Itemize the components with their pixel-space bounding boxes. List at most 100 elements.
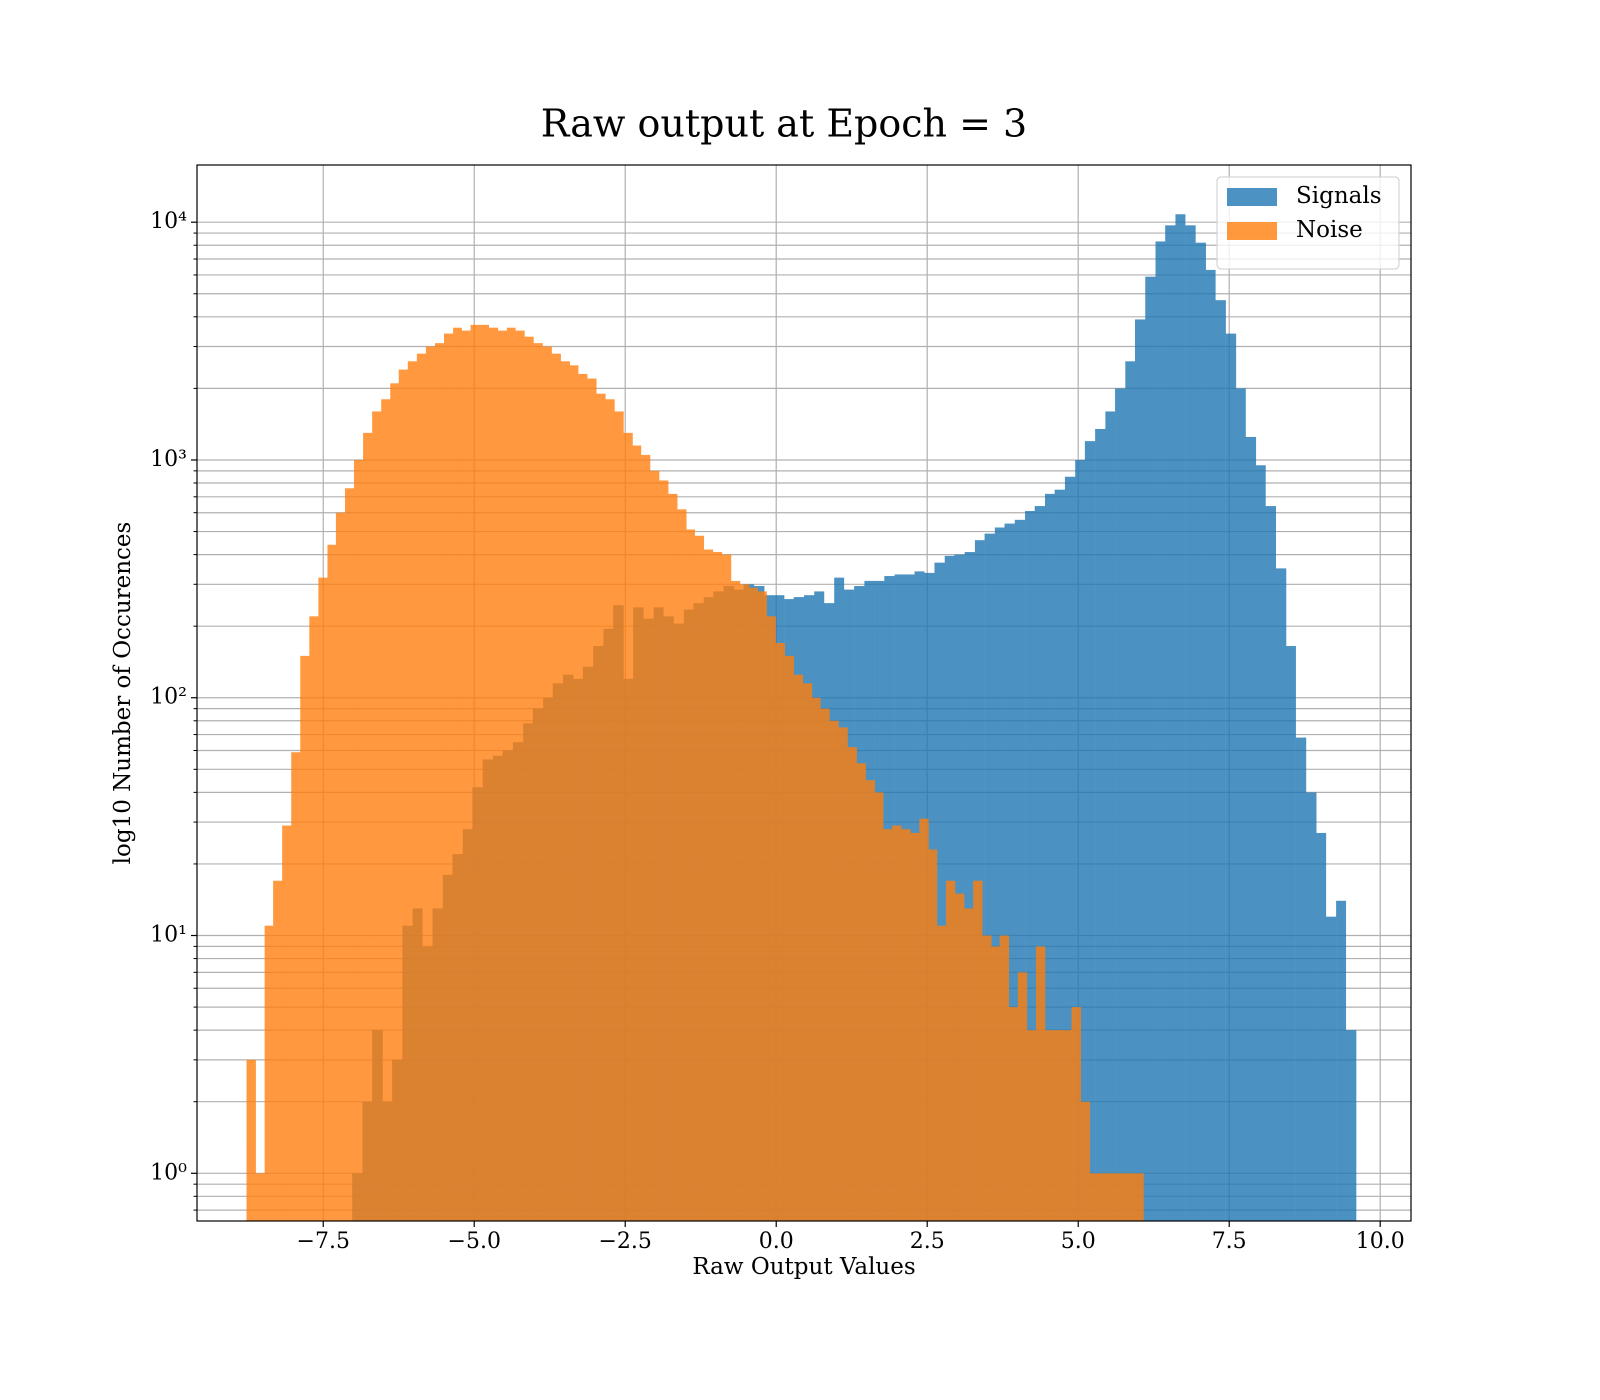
histogram-bar [694,535,705,1221]
histogram-bar [749,587,758,1221]
chart-title: Raw output at Epoch = 3 [541,102,1027,146]
histogram-bar [461,330,471,1221]
histogram-bar [919,818,929,1221]
histogram-bar [1245,436,1257,1222]
histogram-bar [425,346,436,1221]
histogram-bar [372,411,382,1221]
histogram-bar [434,343,445,1221]
histogram-bar [1054,489,1066,1221]
histogram-bar [936,925,947,1221]
histogram-bar [1075,459,1086,1221]
histogram-bar [1265,506,1277,1221]
histogram-bar [820,708,830,1221]
histogram-bar [1071,1007,1081,1221]
x-tick-label: −5.0 [448,1229,501,1254]
histogram-bar [614,411,624,1221]
histogram-bar [1125,1173,1135,1221]
histogram-bar [381,399,391,1221]
histogram-bar [659,480,669,1221]
histogram-bar [1185,225,1196,1222]
histogram-bar [1225,333,1237,1221]
y-tick-label: 10⁴ [150,209,187,234]
histogram-bar [999,935,1010,1221]
histogram-bar [363,432,373,1221]
histogram-bar [811,697,821,1221]
histogram-bar [632,445,642,1221]
histogram-bar [1155,241,1166,1221]
histogram-bar [928,849,938,1221]
histogram-bar [318,577,328,1221]
histogram-bar [587,378,597,1221]
histogram-bar [1044,493,1055,1222]
histogram-bar [470,324,480,1221]
histogram-bar [390,383,400,1222]
histogram-bar [964,908,974,1221]
histogram-bar [910,832,920,1221]
legend-label: Signals [1296,183,1382,209]
histogram-bar [1064,476,1076,1221]
histogram-bar [1134,1173,1144,1221]
histogram-bar [488,327,499,1222]
histogram-bar [856,763,866,1221]
histogram-bar [453,327,462,1222]
histogram-bar [640,454,651,1221]
histogram-bar [757,591,767,1221]
histogram-bar [1195,242,1206,1221]
histogram-bar [1014,519,1026,1221]
histogram-bar [945,880,956,1221]
histogram-bar [309,616,319,1221]
x-tick-label: −7.5 [297,1229,350,1254]
histogram-bar [605,399,615,1221]
histogram-bar [874,792,884,1221]
histogram-bar [802,683,813,1221]
histogram-bar [1095,428,1106,1222]
histogram-bar [407,361,418,1221]
histogram-bar [1275,568,1287,1221]
y-axis-label: log10 Number of Occurences [110,522,136,865]
histogram-bar [596,393,606,1221]
histogram-bar [1044,1030,1055,1221]
histogram-bar [703,549,714,1221]
histogram-bar [398,369,409,1221]
histogram-bar [974,540,985,1221]
x-tick-label: 5.0 [1061,1229,1096,1254]
histogram-bar [668,493,678,1222]
histogram-bar [1316,832,1327,1221]
histogram-bar [829,720,839,1221]
histogram-bar [1345,1030,1357,1221]
histogram-bar [1098,1173,1109,1221]
y-tick-label: 10² [150,685,187,710]
histogram-bar [982,935,992,1221]
histogram-bar [524,336,534,1222]
histogram-bar [569,365,579,1221]
histogram-bar [1025,511,1036,1221]
histogram-bar [784,655,795,1221]
histogram-bar [1026,1030,1037,1221]
histogram-bar [300,655,310,1221]
x-tick-label: 7.5 [1212,1229,1247,1254]
histogram-bar [964,552,976,1221]
histogram-bar [883,829,893,1221]
x-axis-label: Raw Output Values [692,1254,915,1280]
histogram-bar [623,432,633,1221]
histogram-bar [954,554,965,1221]
histogram-bar [730,580,741,1221]
histogram-bar [255,1173,265,1221]
legend-label: Noise [1296,217,1363,243]
x-tick-label: 2.5 [910,1229,945,1254]
histogram-bar [1295,737,1307,1221]
histogram-bar [838,727,848,1221]
histogram-bar [246,1059,256,1221]
histogram-bar [1205,269,1216,1221]
histogram-bar [954,893,965,1221]
histogram-bar [901,829,911,1221]
y-tick-label: 10³ [150,447,187,472]
histogram-bar [973,880,983,1221]
histogram-bar [1175,214,1186,1221]
histogram-bar [1115,388,1126,1221]
histogram-bar [506,327,516,1222]
histogram-bar [542,346,552,1221]
histogram-bar [1125,361,1136,1221]
legend-swatch [1227,222,1277,240]
